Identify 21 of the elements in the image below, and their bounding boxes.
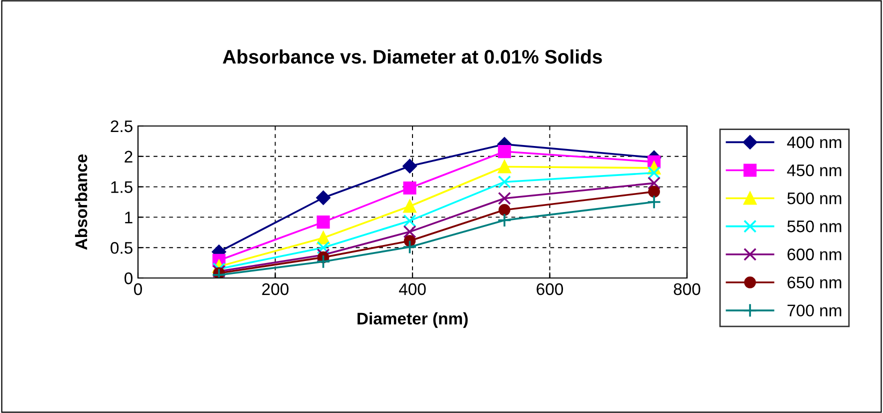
legend-label: 400 nm	[787, 136, 842, 148]
y-tick-label: 1	[125, 212, 132, 224]
legend-label: 500 nm	[787, 192, 842, 204]
x-tick-label: 400	[398, 283, 426, 296]
y-tick-label: 1.5	[111, 181, 132, 194]
legend-label: 600 nm	[788, 248, 842, 260]
y-tick-label: 2.5	[110, 120, 132, 132]
x-tick-label: 600	[536, 283, 564, 296]
y-axis-title: Absorbance	[74, 154, 88, 250]
y-tick-label: 0.5	[110, 242, 132, 254]
x-tick-label: 200	[262, 283, 289, 296]
legend-label: 650 nm	[788, 276, 842, 288]
y-tick-label: 2	[124, 150, 132, 162]
legend-label: 550 nm	[787, 220, 842, 232]
legend-label: 700 nm	[788, 304, 842, 316]
x-axis-title: Diameter (nm)	[358, 312, 468, 328]
x-tick-label: 0	[134, 283, 142, 296]
y-tick-label: 0	[124, 272, 132, 284]
x-tick-label: 800	[674, 283, 700, 296]
legend-label: 450 nm	[787, 164, 842, 176]
chart-title: Absorbance vs. Diameter at 0.01% Solids	[222, 49, 602, 64]
